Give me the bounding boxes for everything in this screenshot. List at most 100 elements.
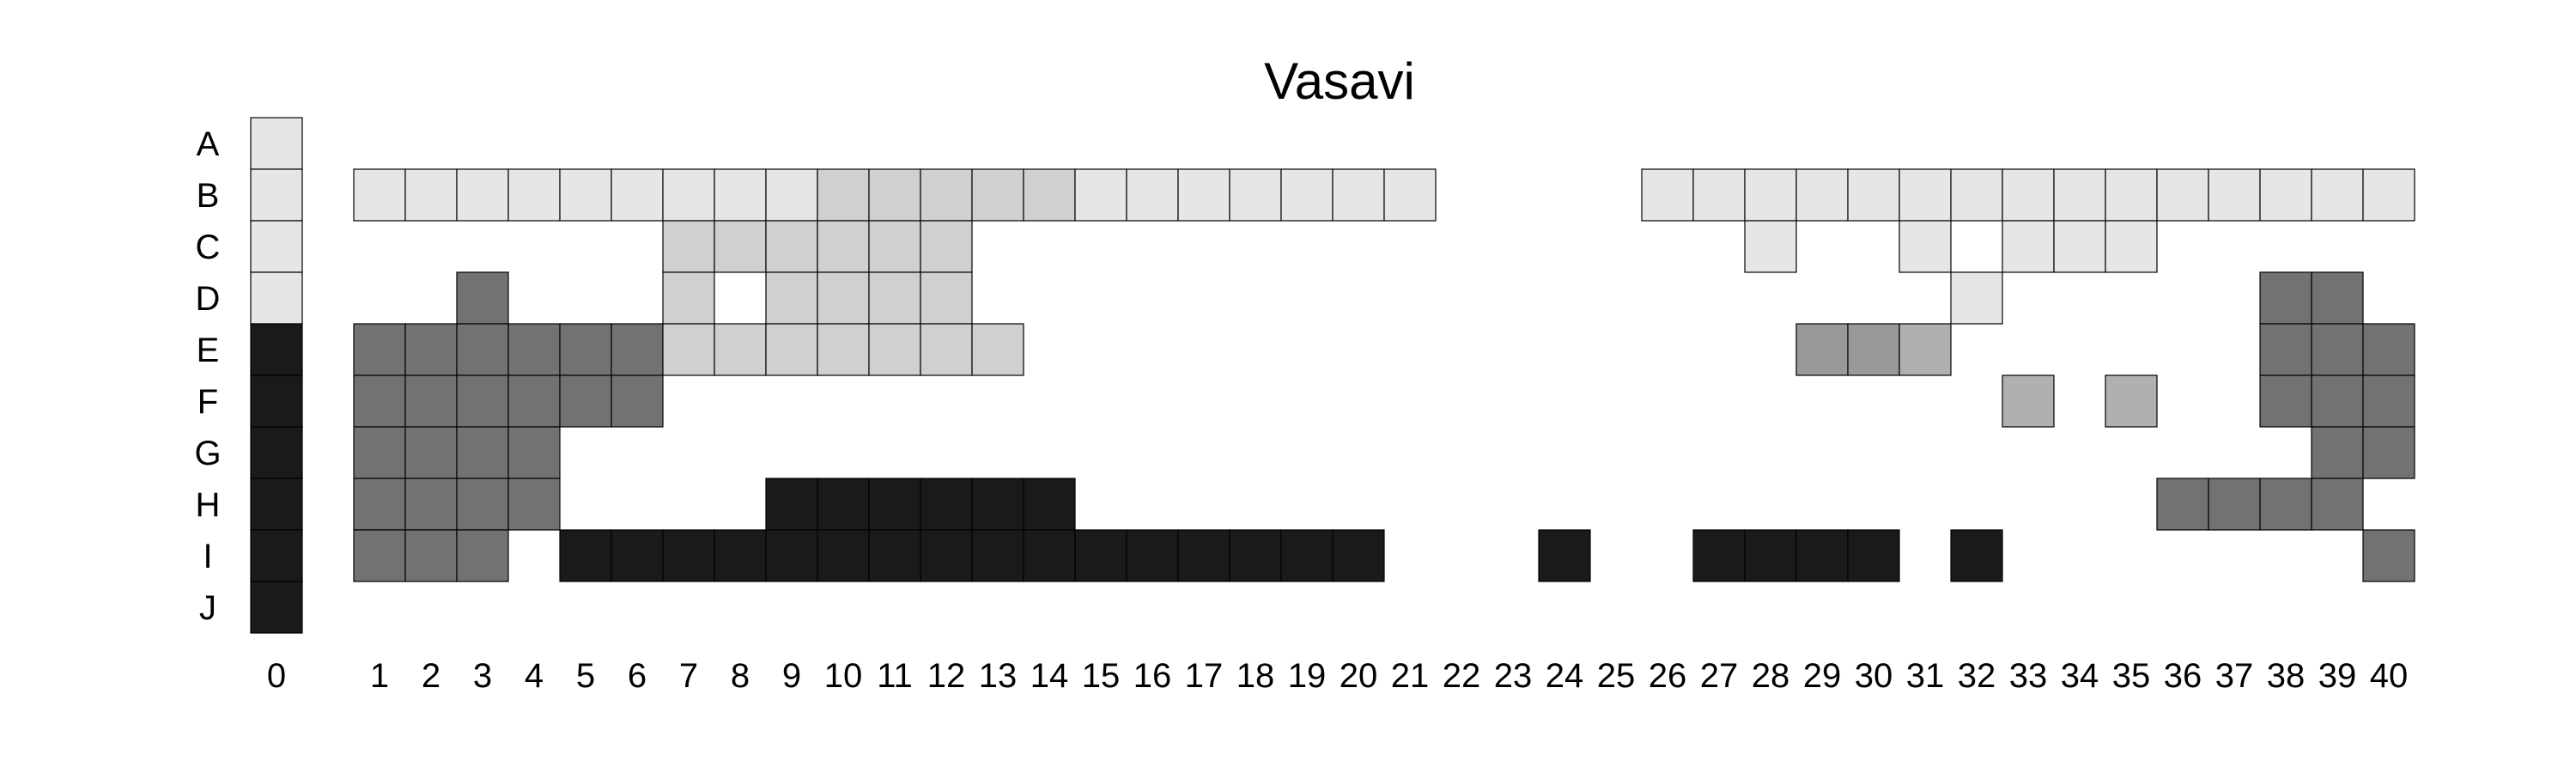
heatmap-cell-h-37 <box>2208 478 2261 531</box>
heatmap-cell-i-1 <box>353 529 406 582</box>
heatmap-cell-h-38 <box>2259 478 2312 531</box>
heatmap-cell-g-1 <box>353 426 406 479</box>
heatmap-cell-f-2 <box>404 374 458 428</box>
column-label-38: 38 <box>2267 657 2306 695</box>
heatmap-cell-b-32 <box>1950 168 2003 222</box>
heatmap-cell-f-35 <box>2105 374 2158 428</box>
heatmap-cell-h-0 <box>250 478 303 531</box>
heatmap-cell-b-4 <box>507 168 561 222</box>
heatmap-cell-e-0 <box>250 323 303 376</box>
heatmap-cell-e-40 <box>2362 323 2415 376</box>
heatmap-cell-h-4 <box>507 478 561 531</box>
heatmap-cell-g-39 <box>2311 426 2364 479</box>
heatmap-cell-b-3 <box>456 168 509 222</box>
heatmap-cell-h-13 <box>971 478 1024 531</box>
column-label-10: 10 <box>824 657 863 695</box>
heatmap-cell-i-14 <box>1023 529 1076 582</box>
column-label-33: 33 <box>2009 657 2048 695</box>
heatmap-cell-i-28 <box>1744 529 1797 582</box>
heatmap-cell-i-32 <box>1950 529 2003 582</box>
heatmap-cell-h-9 <box>765 478 818 531</box>
column-label-14: 14 <box>1030 657 1069 695</box>
heatmap-cell-b-37 <box>2208 168 2261 222</box>
column-label-27: 27 <box>1700 657 1739 695</box>
chart-title: Vasavi <box>1264 52 1415 110</box>
column-label-39: 39 <box>2318 657 2357 695</box>
heatmap-cell-h-3 <box>456 478 509 531</box>
column-label-4: 4 <box>525 657 544 695</box>
heatmap-cell-f-6 <box>611 374 664 428</box>
row-label-a: A <box>197 125 220 163</box>
column-label-19: 19 <box>1288 657 1327 695</box>
column-label-30: 30 <box>1855 657 1893 695</box>
heatmap-cell-e-31 <box>1899 323 1952 376</box>
heatmap-cell-i-18 <box>1229 529 1282 582</box>
heatmap-cell-c-35 <box>2105 220 2158 273</box>
column-label-12: 12 <box>927 657 966 695</box>
column-label-17: 17 <box>1185 657 1224 695</box>
heatmap-cell-i-40 <box>2362 529 2415 582</box>
heatmap-cell-e-1 <box>353 323 406 376</box>
heatmap-cell-c-12 <box>920 220 973 273</box>
heatmap-cell-b-7 <box>662 168 715 222</box>
heatmap-cell-b-14 <box>1023 168 1076 222</box>
heatmap-cell-e-11 <box>868 323 921 376</box>
heatmap-cell-b-19 <box>1280 168 1334 222</box>
heatmap-cell-i-10 <box>817 529 870 582</box>
heatmap-cell-h-10 <box>817 478 870 531</box>
column-label-37: 37 <box>2215 657 2254 695</box>
heatmap-cell-g-2 <box>404 426 458 479</box>
heatmap-cell-f-38 <box>2259 374 2312 428</box>
row-label-c: C <box>196 228 221 266</box>
heatmap-cell-i-2 <box>404 529 458 582</box>
heatmap-cell-i-5 <box>559 529 612 582</box>
heatmap-cell-e-7 <box>662 323 715 376</box>
heatmap-cell-f-40 <box>2362 374 2415 428</box>
heatmap-cell-b-33 <box>2002 168 2055 222</box>
heatmap-cell-b-31 <box>1899 168 1952 222</box>
heatmap-cell-h-39 <box>2311 478 2364 531</box>
heatmap-cell-c-8 <box>714 220 767 273</box>
heatmap-cell-e-13 <box>971 323 1024 376</box>
heatmap-cell-h-14 <box>1023 478 1076 531</box>
column-label-24: 24 <box>1546 657 1584 695</box>
row-label-h: H <box>196 486 221 524</box>
heatmap-cell-i-0 <box>250 529 303 582</box>
heatmap-cell-b-0 <box>250 168 303 222</box>
heatmap-cell-b-21 <box>1383 168 1437 222</box>
heatmap-cell-i-27 <box>1692 529 1746 582</box>
column-label-26: 26 <box>1649 657 1687 695</box>
heatmap-cell-d-12 <box>920 271 973 325</box>
heatmap-cell-d-11 <box>868 271 921 325</box>
heatmap-cell-b-9 <box>765 168 818 222</box>
heatmap-cell-i-8 <box>714 529 767 582</box>
heatmap-cell-e-10 <box>817 323 870 376</box>
heatmap-cell-e-3 <box>456 323 509 376</box>
heatmap-cell-b-18 <box>1229 168 1282 222</box>
column-label-2: 2 <box>422 657 440 695</box>
column-label-23: 23 <box>1494 657 1533 695</box>
heatmap-cell-i-30 <box>1847 529 1900 582</box>
heatmap-cell-c-34 <box>2053 220 2106 273</box>
heatmap-cell-i-20 <box>1332 529 1385 582</box>
row-label-e: E <box>197 332 220 369</box>
heatmap-cell-d-9 <box>765 271 818 325</box>
row-label-j: J <box>199 589 216 627</box>
heatmap-cell-i-9 <box>765 529 818 582</box>
heatmap-cell-h-1 <box>353 478 406 531</box>
heatmap-cell-e-39 <box>2311 323 2364 376</box>
row-label-b: B <box>197 177 220 215</box>
column-label-6: 6 <box>628 657 647 695</box>
heatmap-cell-c-28 <box>1744 220 1797 273</box>
heatmap-cell-b-12 <box>920 168 973 222</box>
heatmap-cell-b-1 <box>353 168 406 222</box>
column-label-28: 28 <box>1752 657 1790 695</box>
heatmap-cell-h-11 <box>868 478 921 531</box>
heatmap-cell-d-10 <box>817 271 870 325</box>
heatmap-cell-g-4 <box>507 426 561 479</box>
heatmap-cell-c-31 <box>1899 220 1952 273</box>
heatmap-cell-f-0 <box>250 374 303 428</box>
heatmap-cell-e-38 <box>2259 323 2312 376</box>
